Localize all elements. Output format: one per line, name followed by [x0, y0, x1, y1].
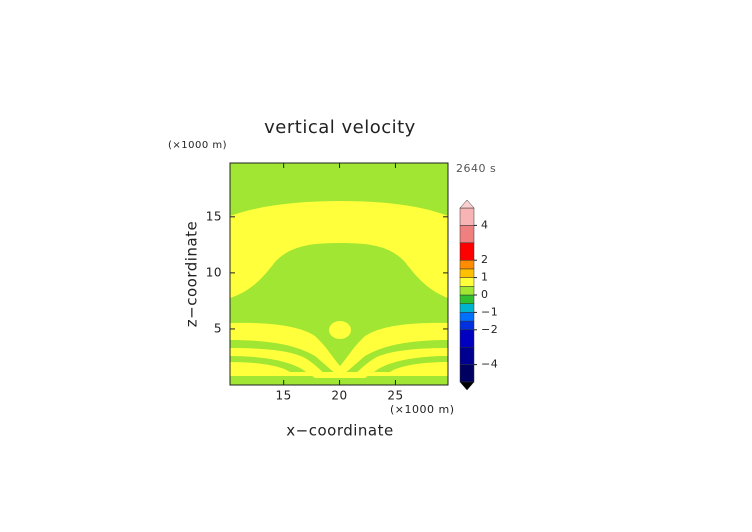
- x-tick-label: 25: [387, 389, 403, 403]
- y-tick-label: 10: [206, 265, 222, 279]
- colorbar-tick-label: 0: [481, 288, 489, 301]
- colorbar-box: [459, 242, 475, 261]
- colorbar-box: [459, 346, 475, 365]
- colorbar-extend-low: [459, 381, 475, 391]
- colorbar-box: [459, 294, 475, 304]
- field-region: [230, 322, 448, 376]
- time-label: 2640 s: [456, 162, 496, 175]
- field-region: [230, 362, 448, 376]
- colorbar-box: [459, 286, 475, 296]
- colorbar-tick-label: 2: [481, 253, 489, 266]
- colorbar-tick-label: −1: [481, 305, 498, 318]
- colorbar-box: [459, 259, 475, 270]
- field-region: [230, 201, 448, 298]
- field-region: [329, 321, 351, 339]
- colorbar-box: [459, 329, 475, 348]
- chart-title: vertical velocity: [264, 117, 416, 138]
- colorbar-box: [459, 364, 475, 383]
- colorbar-box: [459, 207, 475, 226]
- x-axis-label: x−coordinate: [286, 422, 393, 440]
- colorbar-box: [459, 303, 475, 313]
- colorbar-tick-label: 4: [481, 218, 489, 231]
- colorbar-extend-high: [459, 199, 475, 209]
- field-background: [230, 163, 448, 385]
- y-unit: (×1000 m): [168, 140, 227, 151]
- x-tick-label: 15: [276, 389, 292, 403]
- colorbar-box: [459, 268, 475, 278]
- colorbar-box: [459, 312, 475, 322]
- contour-field: [229, 162, 449, 386]
- colorbar-tick-label: −2: [481, 323, 498, 336]
- x-tick-label: 20: [331, 389, 347, 403]
- colorbar-box: [459, 225, 475, 244]
- colorbar-tick-label: −4: [481, 358, 498, 371]
- y-axis-label: z−coordinate: [183, 221, 201, 327]
- field-region: [230, 348, 448, 378]
- plot-frame: [229, 162, 449, 386]
- x-unit: (×1000 m): [390, 403, 455, 416]
- colorbar-box: [459, 277, 475, 287]
- colorbar-box: [459, 320, 475, 331]
- y-tick-label: 15: [206, 209, 222, 223]
- colorbar-tick-label: 1: [481, 271, 489, 284]
- y-tick-label: 5: [214, 321, 222, 335]
